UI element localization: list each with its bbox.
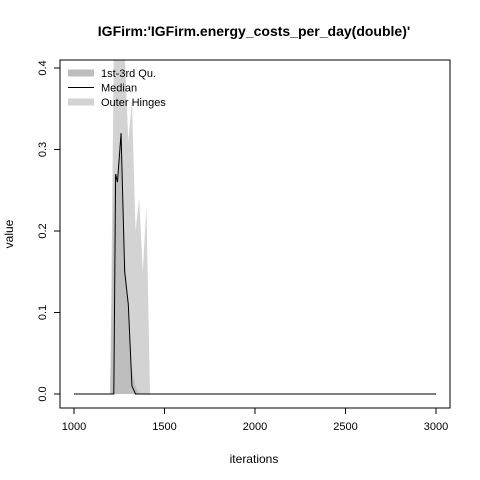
median-line xyxy=(74,133,436,395)
outer-hinges-band xyxy=(74,60,436,394)
y-tick-label: 0.0 xyxy=(37,386,49,401)
plot-area xyxy=(74,60,436,395)
legend-label: 1st-3rd Qu. xyxy=(101,68,156,80)
y-tick-label: 0.3 xyxy=(37,142,49,157)
x-tick-label: 2000 xyxy=(243,421,267,433)
x-tick-label: 2500 xyxy=(333,421,357,433)
y-axis-title: value xyxy=(2,219,16,248)
y-tick-label: 0.2 xyxy=(37,223,49,238)
x-tick-label: 3000 xyxy=(424,421,448,433)
legend: 1st-3rd Qu. Median Outer Hinges xyxy=(68,68,166,109)
y-axis: 0.0 0.1 0.2 0.3 0.4 xyxy=(37,60,61,402)
x-axis-title: iterations xyxy=(230,452,279,466)
x-tick-label: 1500 xyxy=(152,421,176,433)
legend-label: Outer Hinges xyxy=(101,97,166,109)
y-tick-label: 0.4 xyxy=(37,60,49,75)
legend-label: Median xyxy=(101,83,137,95)
x-axis: 1000 1500 2000 2500 3000 xyxy=(62,407,448,433)
chart-title: IGFirm:'IGFirm.energy_costs_per_day(doub… xyxy=(98,23,410,39)
x-tick-label: 1000 xyxy=(62,421,86,433)
y-tick-label: 0.1 xyxy=(37,305,49,320)
